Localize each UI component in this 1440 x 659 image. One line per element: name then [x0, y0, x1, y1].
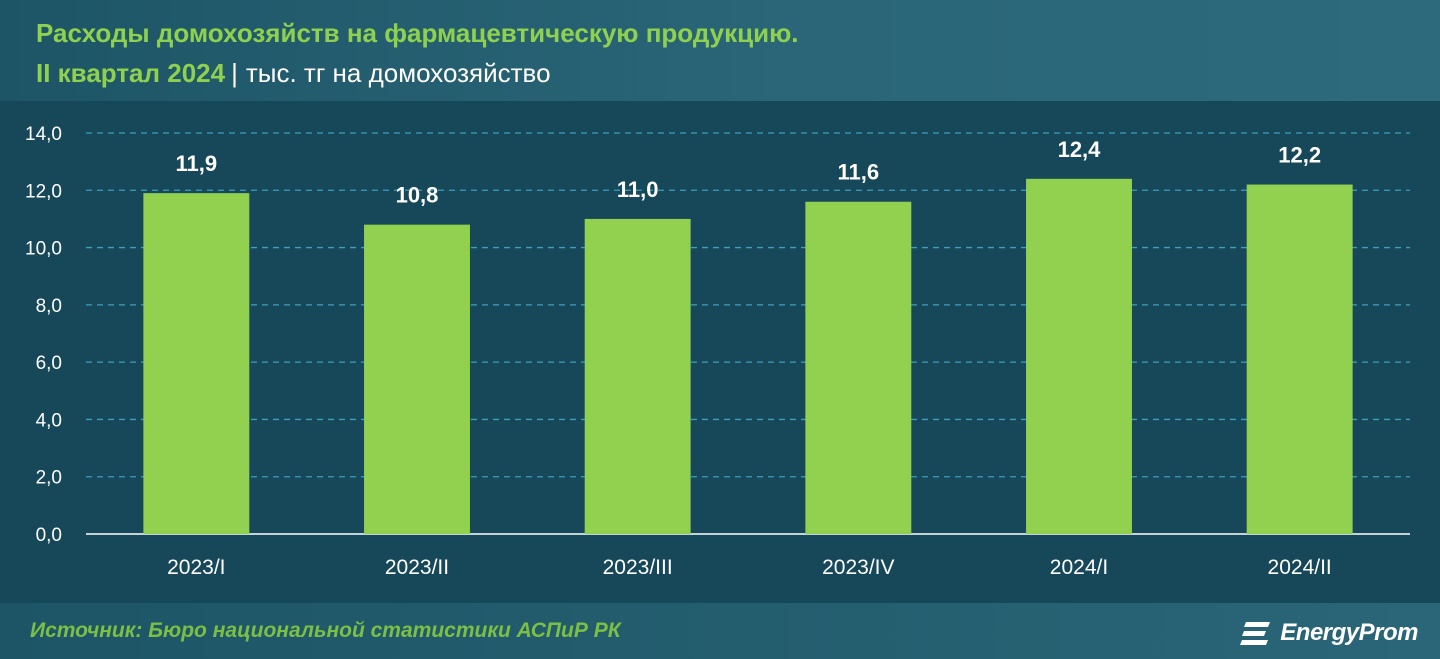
y-tick-label: 10,0	[25, 239, 62, 260]
x-tick-label: 2023/IV	[822, 556, 894, 579]
x-tick-label: 2024/II	[1268, 556, 1332, 579]
y-tick-label: 8,0	[36, 296, 62, 317]
y-tick-label: 12,0	[25, 181, 62, 202]
x-tick-label: 2024/I	[1050, 556, 1108, 579]
data-label: 12,4	[1058, 137, 1102, 162]
period-label: II квартал 2024	[36, 58, 226, 88]
energyprom-logo-icon	[1240, 622, 1271, 645]
chart-title: Расходы домохозяйств на фармацевтическую…	[36, 18, 799, 48]
logo-text: EnergyProm	[1280, 619, 1418, 646]
data-label: 12,2	[1278, 143, 1321, 168]
y-tick-label: 14,0	[25, 124, 62, 145]
subtitle-separator: |	[231, 58, 238, 88]
data-label: 11,0	[617, 177, 659, 202]
x-tick-label: 2023/I	[167, 556, 225, 579]
y-tick-label: 6,0	[36, 353, 62, 374]
bar	[805, 201, 912, 534]
bar	[364, 224, 470, 534]
bar	[143, 193, 250, 534]
data-label: 10,8	[396, 183, 439, 208]
bar	[1246, 184, 1353, 535]
bar	[1026, 178, 1132, 534]
chart-footer: Источник: Бюро национальной статистики А…	[0, 603, 1440, 659]
data-label: 11,9	[176, 151, 218, 176]
bar-chart: 0,0 2,0 4,0 6,0 8,0 10,0 12,0 14,0 11,9 2023/I 10,…	[25, 124, 1410, 579]
unit-label: тыс. тг на домохозяйство	[245, 58, 551, 88]
source-note: Источник: Бюро национальной статистики А…	[30, 619, 621, 642]
y-tick-label: 2,0	[36, 468, 62, 489]
plot-area: 0,0 2,0 4,0 6,0 8,0 10,0 12,0 14,0 11,9 2023/I 10,…	[0, 101, 1440, 603]
brand-logo: EnergyProm	[1240, 613, 1418, 653]
y-tick-label: 4,0	[36, 410, 62, 431]
y-tick-label: 0,0	[36, 525, 62, 546]
x-tick-label: 2023/III	[603, 556, 673, 579]
chart-header: Расходы домохозяйств на фармацевтическую…	[0, 0, 1440, 101]
chart-subtitle: II квартал 2024 | тыс. тг на домохозяйство	[36, 58, 551, 89]
bar	[584, 218, 691, 534]
data-label: 11,6	[838, 160, 880, 185]
x-tick-label: 2023/II	[385, 556, 449, 579]
